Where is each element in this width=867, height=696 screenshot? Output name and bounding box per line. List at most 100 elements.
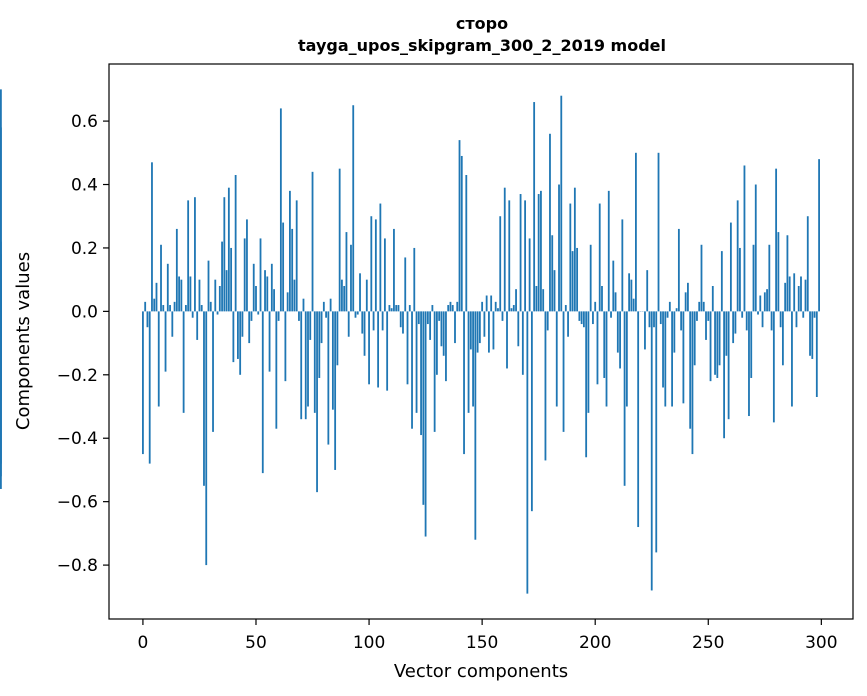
y-tick-label: −0.8	[57, 556, 98, 576]
bar-273	[759, 295, 762, 312]
bar-47	[248, 311, 251, 344]
bar-196	[585, 311, 588, 458]
bar-7	[157, 311, 160, 407]
bar-242	[689, 311, 692, 429]
bar-150	[481, 301, 484, 312]
bar-185	[560, 95, 563, 312]
bar-277	[768, 244, 771, 312]
bar-238	[680, 311, 683, 331]
bar-134	[445, 311, 447, 382]
bar-105	[379, 203, 382, 312]
bar-115	[402, 311, 404, 334]
bar-230	[662, 311, 664, 388]
bar-85	[334, 311, 337, 470]
bar-106	[381, 311, 384, 331]
bar-212	[621, 219, 624, 312]
bar-193	[578, 311, 581, 321]
x-tick-label: 300	[805, 633, 837, 653]
bar-299	[818, 159, 820, 312]
bar-50	[255, 286, 257, 312]
bar-63	[284, 311, 287, 382]
bar-272	[757, 311, 759, 315]
bar-184	[558, 184, 560, 312]
bar-174	[535, 286, 538, 312]
bar-290	[797, 286, 800, 312]
bar-156	[494, 301, 497, 312]
bar-15	[175, 228, 178, 312]
bar-265	[741, 311, 744, 318]
bar-194	[580, 311, 583, 325]
x-tick-label: 100	[353, 633, 385, 653]
bar-100	[368, 311, 370, 385]
x-axis-label: Vector components	[394, 661, 568, 682]
bar-83	[329, 298, 332, 312]
bar-76	[313, 311, 316, 413]
bar-101	[370, 216, 373, 312]
bar-281	[777, 232, 780, 312]
bar-298	[815, 311, 818, 397]
bar-48	[250, 311, 253, 321]
y-tick-label: 0.6	[71, 112, 98, 132]
bar-95	[356, 311, 359, 315]
bar-214	[625, 311, 628, 407]
bar-153	[488, 311, 490, 353]
bar-264	[739, 247, 741, 312]
bar-55	[266, 276, 269, 312]
x-tick-label: 150	[466, 633, 498, 653]
bar-183	[555, 311, 558, 407]
bar-210	[616, 311, 619, 353]
bar-287	[791, 311, 793, 407]
bar-111	[393, 228, 395, 312]
bar-139	[456, 301, 459, 312]
bar-54	[264, 270, 266, 312]
bar-175	[537, 194, 540, 312]
bar-162	[508, 200, 511, 312]
bar-126	[426, 311, 429, 325]
bar-271	[754, 184, 757, 312]
bar-114	[399, 311, 402, 328]
x-axis-ticks: 0 50 100 150 200 250 300	[138, 619, 838, 653]
bar-26	[200, 305, 203, 312]
bar-undefined	[0, 311, 2, 328]
bar-88	[341, 279, 343, 312]
bar-283	[781, 311, 784, 366]
y-tick-label: 0.4	[71, 176, 98, 196]
bar-204	[603, 311, 606, 378]
bar-168	[521, 311, 524, 375]
bar-223	[646, 270, 649, 312]
bar-197	[587, 311, 590, 413]
bar-79	[320, 311, 323, 344]
bar-112	[395, 305, 398, 312]
bar-107	[383, 238, 386, 312]
bar-34	[218, 286, 221, 312]
bar-247	[700, 244, 703, 312]
bar-288	[793, 273, 796, 312]
bar-268	[748, 311, 750, 417]
bar-29	[207, 260, 210, 312]
bar-4	[151, 162, 153, 312]
bar-171	[528, 238, 531, 312]
bar-132	[440, 311, 443, 347]
bar-31	[212, 311, 214, 432]
bar-262	[734, 311, 737, 334]
bar-151	[483, 311, 486, 337]
bar-253	[714, 311, 716, 375]
chart-title: сторо	[456, 14, 508, 33]
bar-137	[451, 305, 454, 312]
bar-258	[725, 311, 728, 356]
bar-224	[648, 311, 651, 328]
bar-235	[673, 311, 676, 353]
bar-1	[144, 301, 147, 312]
bar-280	[775, 168, 778, 312]
bar-102	[372, 311, 375, 331]
bar-240	[684, 292, 687, 312]
bar-257	[723, 311, 726, 439]
bar-170	[526, 311, 529, 594]
bar-292	[802, 311, 805, 318]
bar-284	[784, 282, 787, 312]
bar-169	[524, 200, 527, 312]
y-tick-label: 0.0	[71, 302, 98, 322]
bar-24	[196, 311, 199, 340]
bar-191	[573, 187, 576, 312]
